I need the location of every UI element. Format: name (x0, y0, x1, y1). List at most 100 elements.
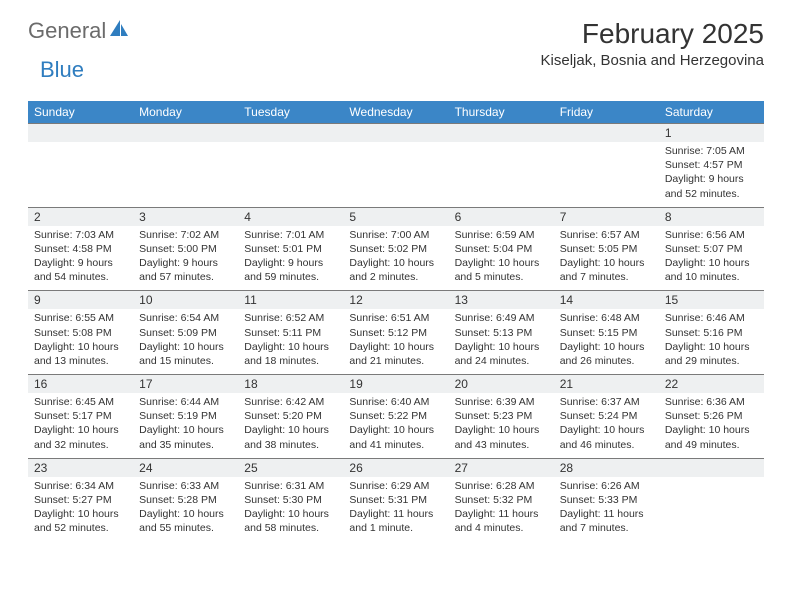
daylight-text: Daylight: 10 hours (455, 423, 548, 437)
sunset-text: Sunset: 5:09 PM (139, 326, 232, 340)
sail-icon (108, 18, 130, 44)
day-cell: Sunrise: 6:45 AMSunset: 5:17 PMDaylight:… (28, 393, 133, 458)
day-number: 9 (28, 291, 133, 310)
daylight-text2: and 13 minutes. (34, 354, 127, 368)
day-number (28, 124, 133, 143)
daylight-text: Daylight: 9 hours (34, 256, 127, 270)
month-title: February 2025 (541, 18, 764, 50)
date-band-row: 232425262728 (28, 458, 764, 477)
daylight-text2: and 41 minutes. (349, 438, 442, 452)
daylight-text2: and 59 minutes. (244, 270, 337, 284)
sunrise-text: Sunrise: 6:39 AM (455, 395, 548, 409)
day-number: 7 (554, 207, 659, 226)
daylight-text: Daylight: 10 hours (560, 423, 653, 437)
day-cell: Sunrise: 6:40 AMSunset: 5:22 PMDaylight:… (343, 393, 448, 458)
day-cell: Sunrise: 6:57 AMSunset: 5:05 PMDaylight:… (554, 226, 659, 291)
day-number: 6 (449, 207, 554, 226)
day-number: 17 (133, 375, 238, 394)
daylight-text2: and 54 minutes. (34, 270, 127, 284)
sunrise-text: Sunrise: 6:37 AM (560, 395, 653, 409)
daylight-text: Daylight: 11 hours (349, 507, 442, 521)
day-cell: Sunrise: 6:29 AMSunset: 5:31 PMDaylight:… (343, 477, 448, 542)
day-number: 25 (238, 458, 343, 477)
sunset-text: Sunset: 4:57 PM (665, 158, 758, 172)
daylight-text2: and 52 minutes. (34, 521, 127, 535)
date-band-row: 16171819202122 (28, 375, 764, 394)
sunrise-text: Sunrise: 6:40 AM (349, 395, 442, 409)
sunset-text: Sunset: 5:15 PM (560, 326, 653, 340)
daylight-text2: and 57 minutes. (139, 270, 232, 284)
daylight-text2: and 15 minutes. (139, 354, 232, 368)
daylight-text2: and 32 minutes. (34, 438, 127, 452)
sunrise-text: Sunrise: 6:34 AM (34, 479, 127, 493)
weekday-header-row: SundayMondayTuesdayWednesdayThursdayFrid… (28, 101, 764, 124)
sunrise-text: Sunrise: 7:01 AM (244, 228, 337, 242)
daylight-text: Daylight: 11 hours (560, 507, 653, 521)
sunrise-text: Sunrise: 7:05 AM (665, 144, 758, 158)
brand-word2: Blue (40, 57, 84, 82)
day-cell: Sunrise: 7:05 AMSunset: 4:57 PMDaylight:… (659, 142, 764, 207)
sunset-text: Sunset: 5:19 PM (139, 409, 232, 423)
daylight-text2: and 55 minutes. (139, 521, 232, 535)
day-cell: Sunrise: 7:02 AMSunset: 5:00 PMDaylight:… (133, 226, 238, 291)
weekday-header: Saturday (659, 101, 764, 124)
daylight-text: Daylight: 10 hours (665, 423, 758, 437)
sunset-text: Sunset: 5:20 PM (244, 409, 337, 423)
day-number: 14 (554, 291, 659, 310)
sunset-text: Sunset: 5:16 PM (665, 326, 758, 340)
info-row: Sunrise: 6:34 AMSunset: 5:27 PMDaylight:… (28, 477, 764, 542)
day-number: 15 (659, 291, 764, 310)
daylight-text: Daylight: 10 hours (139, 340, 232, 354)
sunrise-text: Sunrise: 7:03 AM (34, 228, 127, 242)
day-number: 21 (554, 375, 659, 394)
sunrise-text: Sunrise: 6:49 AM (455, 311, 548, 325)
sunrise-text: Sunrise: 6:42 AM (244, 395, 337, 409)
daylight-text: Daylight: 10 hours (244, 423, 337, 437)
daylight-text2: and 24 minutes. (455, 354, 548, 368)
day-cell (238, 142, 343, 207)
daylight-text: Daylight: 11 hours (455, 507, 548, 521)
sunset-text: Sunset: 5:23 PM (455, 409, 548, 423)
day-cell: Sunrise: 6:54 AMSunset: 5:09 PMDaylight:… (133, 309, 238, 374)
sunrise-text: Sunrise: 6:33 AM (139, 479, 232, 493)
weekday-header: Wednesday (343, 101, 448, 124)
daylight-text: Daylight: 10 hours (139, 507, 232, 521)
sunrise-text: Sunrise: 6:29 AM (349, 479, 442, 493)
sunset-text: Sunset: 5:07 PM (665, 242, 758, 256)
daylight-text2: and 18 minutes. (244, 354, 337, 368)
sunrise-text: Sunrise: 6:45 AM (34, 395, 127, 409)
daylight-text: Daylight: 9 hours (244, 256, 337, 270)
sunset-text: Sunset: 5:12 PM (349, 326, 442, 340)
day-number: 10 (133, 291, 238, 310)
daylight-text2: and 5 minutes. (455, 270, 548, 284)
day-number: 28 (554, 458, 659, 477)
day-cell: Sunrise: 6:39 AMSunset: 5:23 PMDaylight:… (449, 393, 554, 458)
daylight-text2: and 52 minutes. (665, 187, 758, 201)
sunset-text: Sunset: 5:31 PM (349, 493, 442, 507)
sunrise-text: Sunrise: 6:28 AM (455, 479, 548, 493)
sunrise-text: Sunrise: 6:54 AM (139, 311, 232, 325)
daylight-text2: and 2 minutes. (349, 270, 442, 284)
daylight-text: Daylight: 10 hours (349, 423, 442, 437)
daylight-text2: and 29 minutes. (665, 354, 758, 368)
daylight-text: Daylight: 10 hours (34, 340, 127, 354)
daylight-text: Daylight: 10 hours (455, 340, 548, 354)
calendar-page: General February 2025 Kiseljak, Bosnia a… (0, 0, 792, 559)
daylight-text: Daylight: 10 hours (455, 256, 548, 270)
date-band-row: 2345678 (28, 207, 764, 226)
sunrise-text: Sunrise: 6:52 AM (244, 311, 337, 325)
day-cell (133, 142, 238, 207)
weekday-header: Tuesday (238, 101, 343, 124)
sunset-text: Sunset: 5:26 PM (665, 409, 758, 423)
info-row: Sunrise: 7:03 AMSunset: 4:58 PMDaylight:… (28, 226, 764, 291)
day-cell: Sunrise: 6:31 AMSunset: 5:30 PMDaylight:… (238, 477, 343, 542)
day-cell: Sunrise: 6:59 AMSunset: 5:04 PMDaylight:… (449, 226, 554, 291)
daylight-text2: and 7 minutes. (560, 521, 653, 535)
sunset-text: Sunset: 5:08 PM (34, 326, 127, 340)
daylight-text: Daylight: 10 hours (665, 340, 758, 354)
sunset-text: Sunset: 5:32 PM (455, 493, 548, 507)
day-number: 13 (449, 291, 554, 310)
daylight-text2: and 10 minutes. (665, 270, 758, 284)
daylight-text: Daylight: 10 hours (560, 256, 653, 270)
daylight-text2: and 4 minutes. (455, 521, 548, 535)
